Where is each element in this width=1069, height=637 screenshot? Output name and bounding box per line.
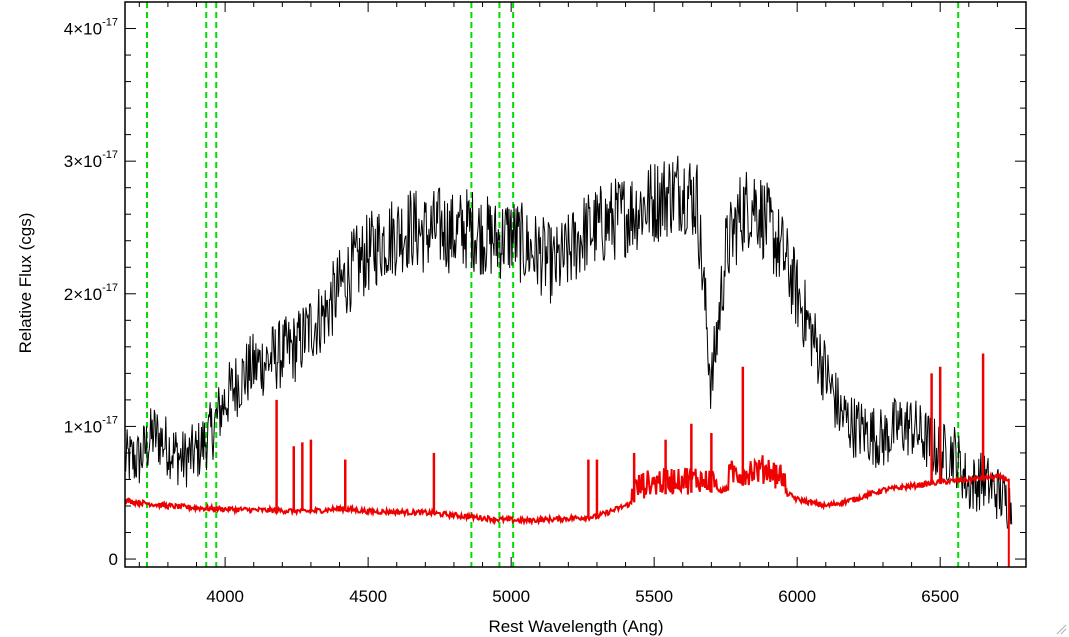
y-tick-label: 2×10-17 <box>64 282 118 304</box>
y-axis-title: Relative Flux (cgs) <box>16 213 35 354</box>
x-axis: 4000 4500 5000 5500 6000 6500 <box>138 2 1027 606</box>
plot-border <box>124 1 1027 568</box>
x-tick-label: 6500 <box>921 587 959 606</box>
x-tick-label: 4000 <box>206 587 244 606</box>
resize-grip-icon[interactable] <box>1055 623 1067 635</box>
y-tick-label: 1×10-17 <box>64 414 118 436</box>
model-spectrum-line <box>125 455 1010 567</box>
reference-lines-group <box>146 2 960 567</box>
y-tick-label: 0 <box>109 550 118 569</box>
x-axis-title: Rest Wavelength (Ang) <box>488 617 663 636</box>
x-tick-label: 4500 <box>349 587 387 606</box>
y-tick-label: 4×10-17 <box>64 17 118 39</box>
plot-area <box>125 2 1013 567</box>
series-group <box>125 155 1013 567</box>
plot-frame <box>124 1 1027 568</box>
y-tick-label: 3×10-17 <box>64 149 118 171</box>
observed-spectrum-line <box>125 155 1013 530</box>
x-tick-label: 5500 <box>635 587 673 606</box>
x-tick-label: 5000 <box>492 587 530 606</box>
y-axis: 0 1×10-17 2×10-17 3×10-17 4×10-17 <box>64 1 1026 569</box>
x-tick-label: 6000 <box>778 587 816 606</box>
